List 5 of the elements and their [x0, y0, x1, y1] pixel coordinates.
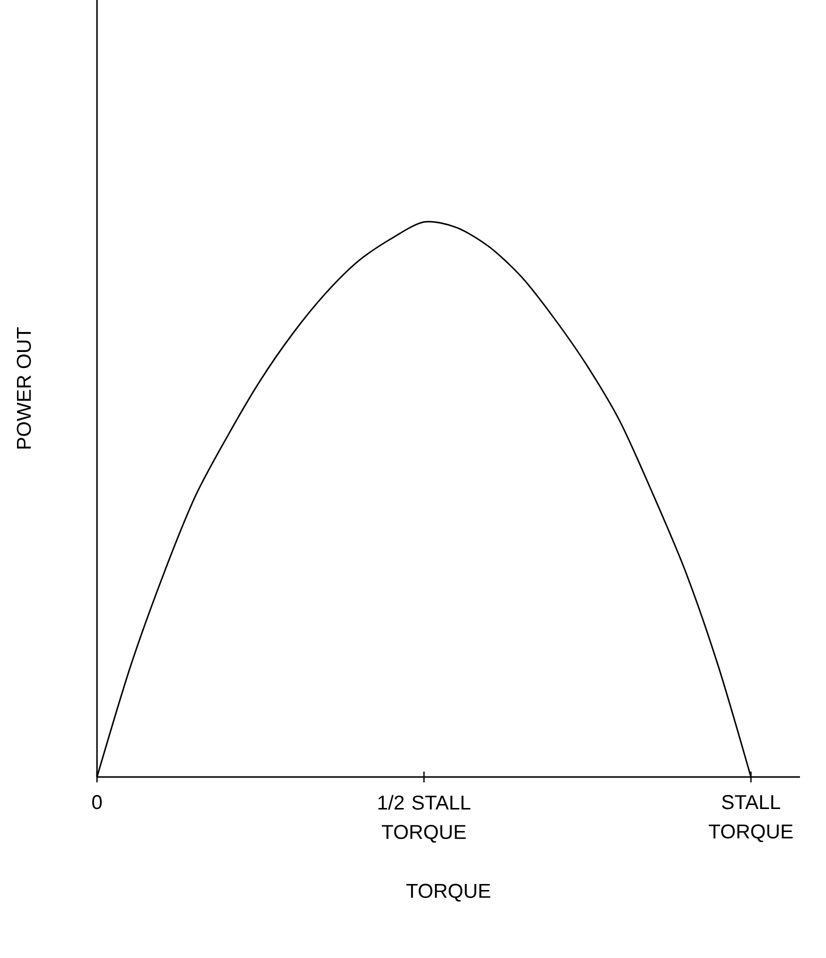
x-tick-label: STALL TORQUE	[708, 795, 793, 842]
x-tick-label: 1/2 STALL TORQUE	[378, 795, 470, 843]
x-tick-label: 0	[92, 795, 102, 810]
x-axis-title: TORQUE	[406, 884, 490, 902]
y-axis-title: POWER OUT	[16, 327, 31, 449]
